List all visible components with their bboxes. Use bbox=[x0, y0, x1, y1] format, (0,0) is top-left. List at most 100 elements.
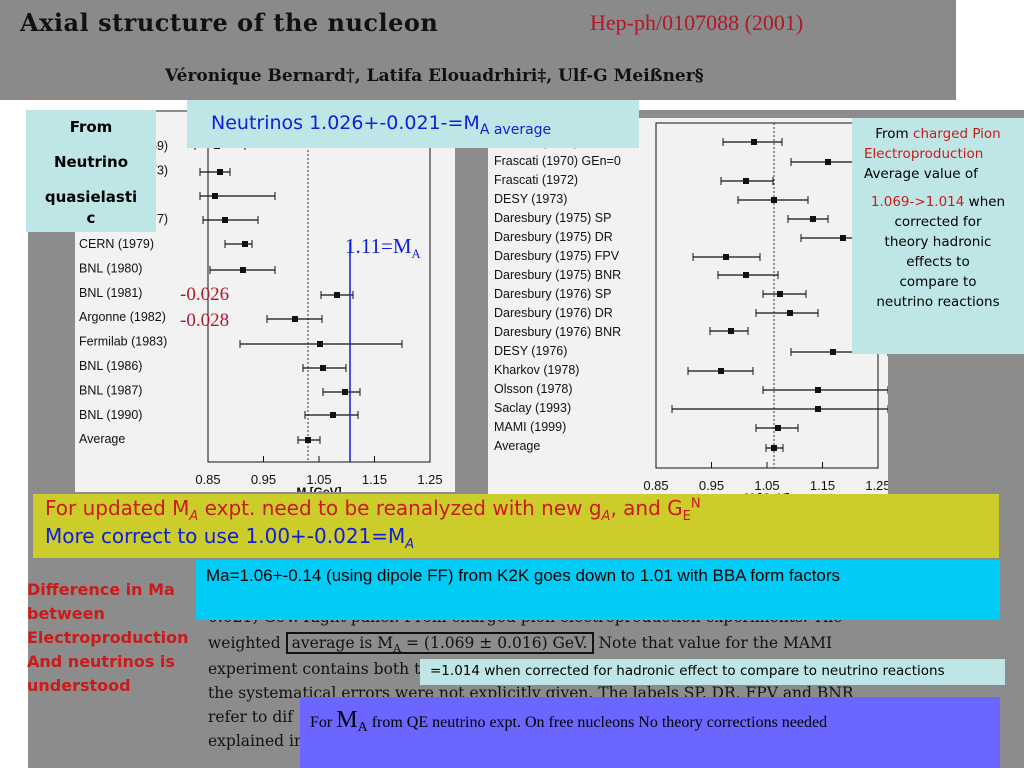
axis-tick-label: 0.85 bbox=[643, 478, 668, 493]
from-neutrino-line2: Neutrino bbox=[53, 153, 129, 171]
neutrinos-average-text: Neutrinos 1.026+-0.021-=MA average bbox=[211, 112, 552, 138]
data-marker bbox=[777, 291, 783, 297]
paper-line-2: weighted average is MA = (1.069 ± 0.016)… bbox=[208, 632, 833, 656]
data-marker bbox=[342, 389, 348, 395]
data-marker bbox=[718, 368, 724, 374]
difference-note: Difference in Ma between Electroproducti… bbox=[27, 578, 202, 698]
error-label-2: -0.028 bbox=[180, 310, 230, 331]
pion-charged-pion: charged Pion bbox=[913, 126, 1001, 142]
difference-line: Electroproduction bbox=[27, 628, 189, 647]
data-marker bbox=[242, 241, 248, 247]
updated-ma-line2: More correct to use 1.00+-0.021=MA bbox=[45, 524, 415, 552]
k2k-note-box: Ma=1.06+-0.14 (using dipole FF) from K2K… bbox=[196, 560, 1000, 620]
axis-tick-label: 0.95 bbox=[251, 472, 276, 487]
data-marker bbox=[723, 254, 729, 260]
axis-tick-label: 0.85 bbox=[195, 472, 220, 487]
experiment-label: DESY (1973) bbox=[494, 192, 567, 206]
experiment-label: BNL (1987) bbox=[79, 383, 142, 397]
difference-line: And neutrinos is bbox=[27, 652, 175, 671]
pion-electroproduction: Electroproduction bbox=[864, 146, 984, 162]
data-marker bbox=[217, 169, 223, 175]
data-marker bbox=[743, 178, 749, 184]
data-marker bbox=[728, 328, 734, 334]
pion-range: 1.069->1.014 bbox=[870, 194, 965, 210]
experiment-label: BNL (1980) bbox=[79, 261, 142, 275]
experiment-label: Daresbury (1976) SP bbox=[494, 287, 611, 301]
pion-rest-line: compare to bbox=[899, 274, 977, 290]
experiment-label: MAMI (1999) bbox=[494, 420, 566, 434]
experiment-label: Fermilab (1983) bbox=[79, 335, 167, 349]
average-highlight-box: average is MA = (1.069 ± 0.016) GeV. bbox=[285, 632, 594, 655]
data-marker bbox=[830, 349, 836, 355]
axis-title: M [GeV] bbox=[296, 485, 341, 492]
data-marker bbox=[751, 139, 757, 145]
experiment-label: CERN (1979) bbox=[79, 237, 154, 251]
right-plot-svg: 0.850.951.051.151.25M [GeV]Frascati (197… bbox=[494, 122, 888, 498]
charged-pion-box: From charged Pion Electroproduction Aver… bbox=[852, 118, 1024, 354]
plot-frame bbox=[207, 121, 431, 463]
data-marker bbox=[334, 292, 340, 298]
neutrinos-average-box: Neutrinos 1.026+-0.021-=MA average bbox=[187, 100, 639, 148]
experiment-label: Argonne (1982) bbox=[79, 310, 166, 324]
experiment-label: BNL (1981) bbox=[79, 286, 142, 300]
difference-line: understood bbox=[27, 676, 131, 695]
data-marker bbox=[771, 445, 777, 451]
difference-line: between bbox=[27, 604, 105, 623]
data-marker bbox=[240, 267, 246, 273]
free-nucleons-text: For MA from QE neutrino expt. On free nu… bbox=[310, 707, 828, 736]
data-marker bbox=[305, 437, 311, 443]
experiment-label: Average bbox=[79, 432, 125, 446]
paper-line-5: refer to dif bbox=[208, 708, 293, 726]
paper-header bbox=[0, 0, 956, 100]
experiment-label: BNL (1986) bbox=[79, 359, 142, 373]
pion-from: From bbox=[875, 126, 914, 142]
data-marker bbox=[222, 217, 228, 223]
free-nucleons-box: For MA from QE neutrino expt. On free nu… bbox=[300, 697, 1000, 768]
axis-tick-label: 1.15 bbox=[362, 472, 387, 487]
from-neutrino-line1: From bbox=[69, 118, 113, 136]
axis-tick-label: 1.05 bbox=[754, 478, 779, 493]
experiment-label: Daresbury (1975) FPV bbox=[494, 249, 620, 263]
experiment-label: Olsson (1978) bbox=[494, 382, 573, 396]
right-plot-panel: 0.850.951.051.151.25M [GeV]Frascati (197… bbox=[488, 118, 888, 498]
axis-tick-label: 1.15 bbox=[810, 478, 835, 493]
axis-tick-label: 1.25 bbox=[865, 478, 888, 493]
experiment-label: Average bbox=[494, 439, 540, 453]
data-marker bbox=[825, 159, 831, 165]
error-label-1: -0.026 bbox=[180, 284, 230, 305]
experiment-label: Daresbury (1975) BNR bbox=[494, 268, 621, 282]
data-marker bbox=[810, 216, 816, 222]
data-marker bbox=[320, 365, 326, 371]
updated-ma-line1: For updated MA expt. need to be reanalyz… bbox=[45, 496, 701, 524]
experiment-label: Saclay (1993) bbox=[494, 401, 571, 415]
pion-rest-line: effects to bbox=[906, 254, 970, 270]
data-marker bbox=[743, 272, 749, 278]
axis-tick-label: 0.95 bbox=[699, 478, 724, 493]
corrected-note-text: =1.014 when corrected for hadronic effec… bbox=[430, 663, 945, 679]
left-plot-svg: 0.85 0.95 1.05 1.15 1.25 M [GeV] CERN (1979) BN… bbox=[79, 121, 443, 492]
experiment-label: Frascati (1972) bbox=[494, 173, 578, 187]
data-marker bbox=[815, 387, 821, 393]
pion-rest-line: theory hadronic bbox=[884, 234, 992, 250]
experiment-label: Daresbury (1976) BNR bbox=[494, 325, 621, 339]
experiment-label: Kharkov (1978) bbox=[494, 363, 579, 377]
paper-authors: Véronique Bernard†, Latifa Elouadrhiri‡,… bbox=[165, 66, 704, 86]
paper-line-6: explained in bbox=[208, 732, 304, 750]
axis-tick-label: 1.25 bbox=[417, 472, 442, 487]
from-neutrino-line4: c bbox=[86, 209, 96, 227]
pion-average-value: Average value of bbox=[864, 166, 978, 182]
k2k-note-text: Ma=1.06+-0.14 (using dipole FF) from K2K… bbox=[206, 566, 841, 585]
updated-ma-banner: For updated MA expt. need to be reanalyz… bbox=[33, 494, 999, 558]
experiment-label: Daresbury (1975) SP bbox=[494, 211, 611, 225]
data-marker bbox=[771, 197, 777, 203]
data-marker bbox=[330, 412, 336, 418]
difference-line: Difference in Ma bbox=[27, 580, 175, 599]
axis-tick-label: 1.05 bbox=[306, 472, 331, 487]
paper-reference: Hep-ph/0107088 (2001) bbox=[590, 10, 804, 35]
from-neutrino-line3: quasielasti bbox=[44, 188, 138, 206]
from-neutrino-box: From Neutrino quasielasti c bbox=[26, 110, 156, 232]
experiment-label: Daresbury (1976) DR bbox=[494, 306, 613, 320]
experiment-label: Daresbury (1975) DR bbox=[494, 230, 613, 244]
paper-line-3: experiment contains both t bbox=[208, 660, 421, 678]
data-marker bbox=[292, 316, 298, 322]
